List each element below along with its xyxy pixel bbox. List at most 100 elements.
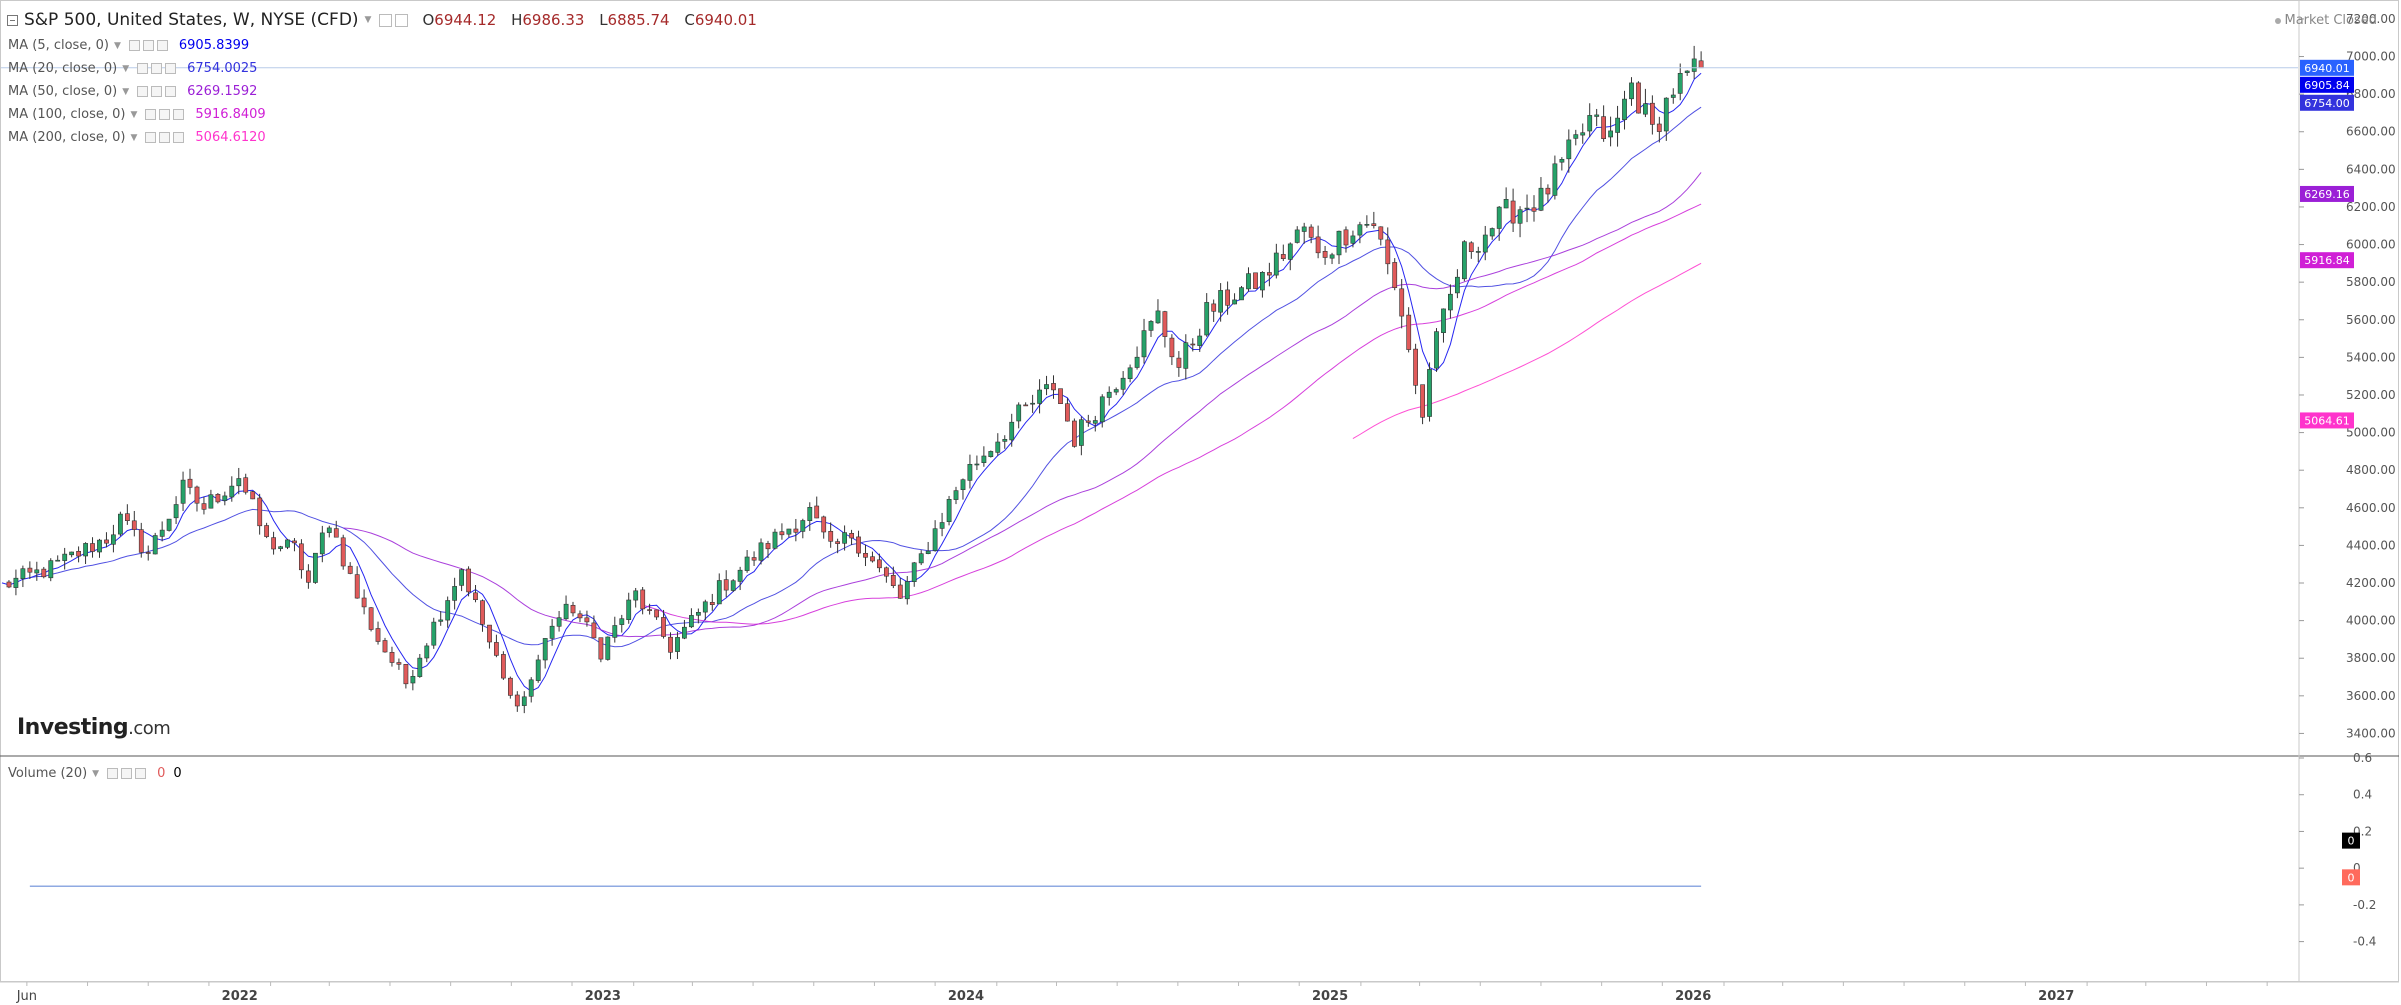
candle-body	[1280, 254, 1286, 259]
candle-body	[1127, 367, 1133, 379]
settings-icon[interactable]	[137, 86, 149, 97]
indicator-ma5[interactable]: MA (5, close, 0) ▼ 6905.8399	[8, 38, 249, 53]
indicator-ma200[interactable]: MA (200, close, 0) ▼ 5064.6120	[8, 130, 266, 145]
candle-body	[41, 568, 47, 578]
close-icon[interactable]	[156, 40, 168, 51]
candle-body	[347, 565, 353, 574]
chevron-down-icon[interactable]: ▼	[122, 63, 130, 74]
chevron-down-icon[interactable]: ▼	[130, 132, 138, 143]
visibility-icon[interactable]	[121, 768, 133, 779]
candle-body	[215, 493, 221, 503]
settings-icon[interactable]	[137, 63, 149, 74]
candle-body	[1315, 236, 1321, 254]
title-dropdown-icon[interactable]: ▼	[364, 15, 372, 25]
candle-body	[1134, 356, 1140, 368]
candle-body	[83, 543, 88, 557]
candle-body	[737, 569, 743, 582]
candle-body	[1663, 97, 1669, 132]
candle-body	[1030, 402, 1035, 405]
price-label-box	[2300, 94, 2354, 111]
price-tick-label: 5800.00	[2346, 275, 2396, 289]
candle-body	[1406, 314, 1412, 350]
candle-body	[1510, 200, 1516, 224]
candle-body	[1413, 348, 1418, 386]
candle-body	[1489, 228, 1495, 237]
candle-body	[180, 479, 186, 504]
candle-body	[354, 574, 360, 599]
settings-icon[interactable]	[128, 40, 140, 51]
settings-icon[interactable]	[145, 109, 157, 120]
chevron-down-icon[interactable]: ▼	[113, 40, 121, 51]
chevron-down-icon[interactable]: ▼	[130, 109, 138, 120]
close-icon[interactable]	[173, 109, 185, 120]
candle-body	[1496, 206, 1502, 229]
candle-body	[125, 513, 130, 522]
candle-body	[918, 553, 924, 564]
candle-body	[1204, 302, 1210, 336]
candle-body	[507, 677, 513, 696]
candle-body	[1643, 103, 1648, 115]
volume-value-down: 0	[157, 766, 166, 781]
indicator-ma50[interactable]: MA (50, close, 0) ▼ 6269.1592	[8, 84, 257, 99]
indicator-value: 5064.6120	[195, 130, 266, 145]
candle-body	[1594, 114, 1600, 117]
close-icon[interactable]	[135, 768, 147, 779]
chevron-down-icon[interactable]: ▼	[92, 768, 100, 779]
candle-body	[883, 567, 889, 577]
candle-body	[1656, 123, 1662, 132]
candle-body	[1538, 187, 1544, 211]
candle-body	[1629, 82, 1634, 100]
candle-body	[236, 478, 242, 487]
candle-body	[1322, 251, 1328, 258]
visibility-icon[interactable]	[159, 109, 171, 120]
candle-body	[1677, 73, 1683, 94]
candle-body	[1190, 343, 1196, 346]
candle-body	[1253, 272, 1258, 289]
visibility-icon[interactable]	[395, 13, 409, 27]
candle-body	[250, 491, 256, 500]
visibility-icon[interactable]	[159, 132, 171, 143]
price-tick-label: 3400.00	[2346, 726, 2396, 740]
candle-body	[1601, 116, 1606, 139]
candle-body	[312, 552, 318, 583]
time-tick-label: 2027	[2038, 989, 2074, 1004]
volume-tick-label: -0.4	[2353, 935, 2376, 949]
collapse-icon[interactable]	[7, 14, 18, 26]
candle-body	[758, 542, 764, 561]
candle-body	[1058, 388, 1063, 405]
close-icon[interactable]	[165, 86, 177, 97]
candle-body	[890, 574, 896, 586]
candle-body	[807, 506, 813, 521]
price-label-text: 5064.61	[2304, 414, 2350, 427]
candle-body	[118, 513, 123, 535]
candle-body	[842, 532, 847, 544]
indicator-ma100[interactable]: MA (100, close, 0) ▼ 5916.8409	[8, 107, 266, 122]
candle-body	[1559, 159, 1565, 163]
indicator-label: MA (100, close, 0)	[8, 107, 126, 122]
settings-icon[interactable]	[145, 132, 157, 143]
candle-body	[1468, 242, 1474, 253]
visibility-icon[interactable]	[142, 40, 154, 51]
visibility-icon[interactable]	[151, 86, 163, 97]
candle-body	[654, 609, 659, 618]
indicator-volume[interactable]: Volume (20) ▼ 0 0	[8, 766, 182, 781]
time-tick-label: Jun	[16, 989, 37, 1004]
visibility-icon[interactable]	[151, 63, 163, 74]
candle-body	[751, 557, 757, 561]
candle-body	[1392, 262, 1398, 288]
chevron-down-icon[interactable]: ▼	[122, 86, 130, 97]
candle-body	[1580, 132, 1586, 136]
close-icon[interactable]	[173, 132, 185, 143]
settings-icon[interactable]	[379, 13, 393, 27]
candle-body	[661, 617, 666, 637]
indicator-ma20[interactable]: MA (20, close, 0) ▼ 6754.0025	[8, 61, 257, 76]
candle-body	[1385, 239, 1391, 265]
close-label: C	[684, 11, 695, 29]
candle-body	[145, 552, 151, 554]
settings-icon[interactable]	[107, 768, 119, 779]
candle-body	[229, 485, 235, 498]
candle-body	[1622, 98, 1627, 120]
close-icon[interactable]	[165, 63, 177, 74]
candle-body	[62, 553, 68, 561]
